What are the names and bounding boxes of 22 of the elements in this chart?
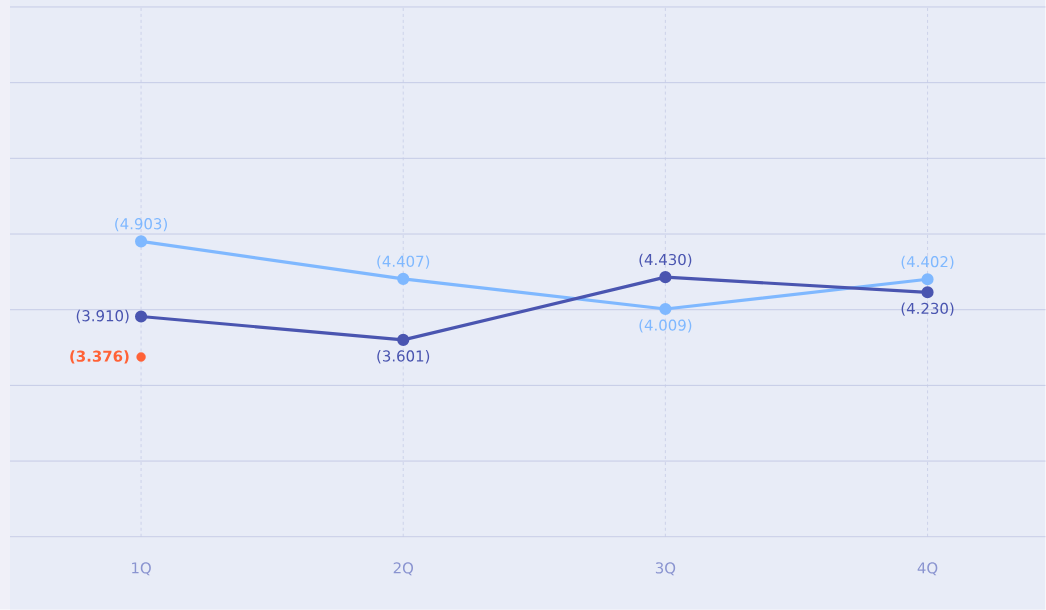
point xyxy=(921,286,934,299)
point xyxy=(397,333,410,347)
point xyxy=(659,271,672,284)
x-tick-label: 4Q xyxy=(917,562,938,576)
x-tick-label: 3Q xyxy=(655,562,676,576)
point xyxy=(134,310,148,323)
data-label: (4.407) xyxy=(377,255,430,269)
point xyxy=(397,272,410,286)
point xyxy=(134,235,148,248)
data-label: (4.430) xyxy=(639,253,692,268)
data-label: (3.376) xyxy=(70,350,129,364)
data-label: (3.910) xyxy=(76,310,129,324)
data-label: (3.601) xyxy=(377,350,430,364)
data-label: (4.903) xyxy=(115,218,167,232)
data-label: (4.009) xyxy=(639,319,692,333)
x-tick-label: 2Q xyxy=(393,562,414,576)
point xyxy=(136,352,146,362)
data-label: (4.402) xyxy=(901,255,954,270)
data-label: (4.230) xyxy=(901,302,954,316)
x-tick-label: 1Q xyxy=(132,562,151,576)
point xyxy=(659,303,672,316)
point xyxy=(921,273,934,286)
